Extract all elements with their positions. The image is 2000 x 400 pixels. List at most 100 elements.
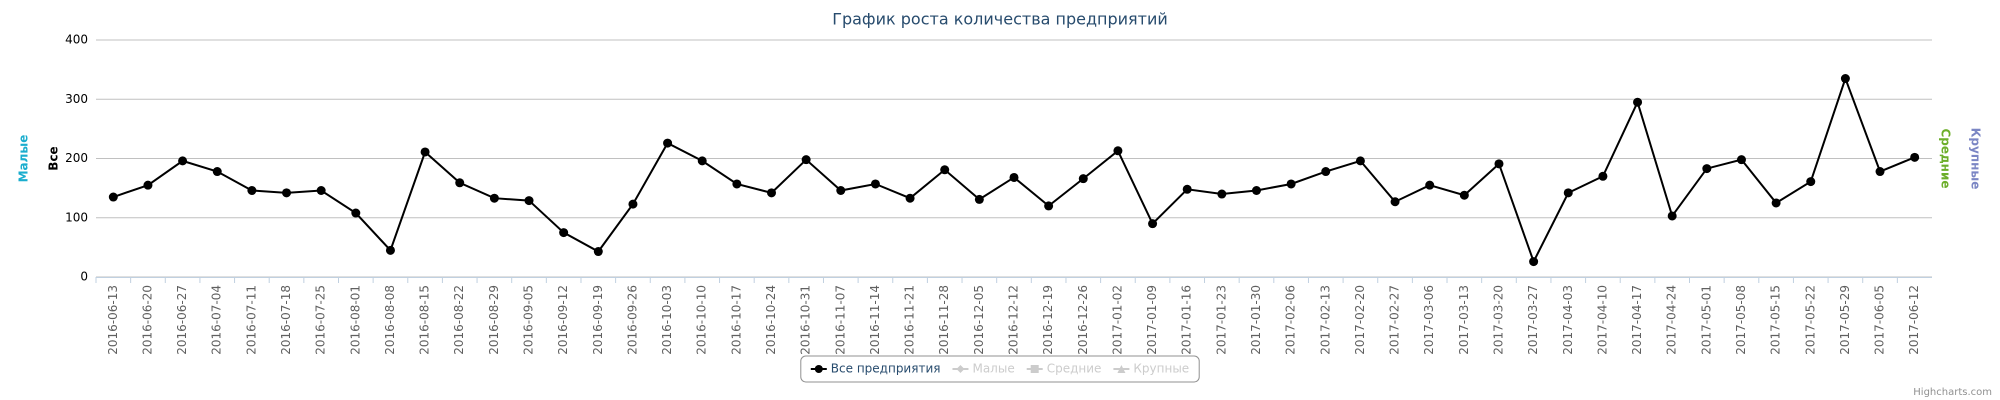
x-tick-label: 2016-08-08 [383, 285, 397, 355]
data-point [143, 180, 153, 190]
data-point [420, 147, 430, 157]
x-tick-label: 2017-02-20 [1353, 285, 1367, 355]
x-tick-label: 2016-10-31 [799, 285, 813, 355]
x-tick-label: 2016-09-12 [556, 285, 570, 355]
x-tick-label: 2017-05-15 [1769, 285, 1783, 355]
data-point [1390, 197, 1400, 207]
data-point [247, 185, 257, 195]
data-point [1598, 171, 1608, 181]
data-point [974, 194, 984, 204]
data-point [905, 193, 915, 203]
data-point [1563, 188, 1573, 198]
x-tick-label: 2016-07-25 [314, 285, 328, 355]
x-tick-label: 2016-11-14 [868, 285, 882, 355]
x-tick-label: 2016-08-01 [348, 285, 362, 355]
x-tick-label: 2016-06-27 [175, 285, 189, 355]
x-tick-label: 2016-10-17 [729, 285, 743, 355]
data-point [1044, 201, 1054, 211]
axis-title: Все [47, 146, 61, 170]
x-tick-label: 2016-12-19 [1041, 285, 1055, 355]
data-point [524, 196, 534, 206]
x-tick-label: 2017-06-05 [1873, 285, 1887, 355]
data-point [108, 192, 118, 202]
data-point [1633, 97, 1643, 107]
x-tick-label: 2017-01-02 [1110, 285, 1124, 355]
data-point [1321, 167, 1331, 177]
data-point [1113, 146, 1123, 156]
x-tick-label: 2016-08-29 [487, 285, 501, 355]
data-point [1529, 257, 1539, 267]
data-point [1078, 174, 1088, 184]
axis-title: Средние [1939, 128, 1953, 188]
x-tick-label: 2017-02-06 [1284, 285, 1298, 355]
y-tick-label: 400 [65, 33, 88, 47]
data-point [1459, 190, 1469, 200]
credits: Highcharts.com [1913, 387, 1992, 398]
y-tick-label: 200 [65, 151, 88, 165]
x-tick-label: 2016-09-19 [591, 285, 605, 355]
x-tick-label: 2017-02-27 [1388, 285, 1402, 355]
x-tick-label: 2017-04-17 [1630, 285, 1644, 355]
legend-label: Все предприятия [831, 362, 941, 376]
legend-item[interactable]: Малые [952, 362, 1015, 376]
legend-item[interactable]: Все предприятия [810, 362, 941, 376]
x-tick-label: 2017-06-12 [1907, 285, 1921, 355]
x-tick-label: 2016-07-18 [279, 285, 293, 355]
x-tick-label: 2016-09-05 [522, 285, 536, 355]
data-point [1667, 211, 1677, 221]
legend-symbol [1117, 365, 1126, 373]
data-point [1355, 156, 1365, 166]
data-point [1286, 179, 1296, 189]
y-tick-label: 0 [80, 270, 88, 284]
x-tick-label: 2016-10-24 [764, 285, 778, 355]
x-tick-label: 2016-12-12 [1007, 285, 1021, 355]
x-tick-label: 2016-11-28 [937, 285, 951, 355]
data-point [732, 179, 742, 189]
data-point [593, 247, 603, 257]
x-tick-label: 2017-04-03 [1561, 285, 1575, 355]
x-tick-label: 2016-08-22 [452, 285, 466, 355]
data-point [1875, 167, 1885, 177]
x-tick-label: 2016-09-26 [625, 285, 639, 355]
legend-item[interactable]: Средние [1026, 362, 1102, 376]
data-point [351, 208, 361, 218]
data-point [178, 156, 188, 166]
data-point [1771, 198, 1781, 208]
legend-symbol [1030, 365, 1039, 373]
data-point [1425, 180, 1435, 190]
x-tick-label: 2017-03-27 [1526, 285, 1540, 355]
data-point [455, 178, 465, 188]
data-point [282, 188, 292, 198]
legend-label: Крупные [1133, 362, 1189, 376]
x-tick-label: 2017-02-13 [1318, 285, 1332, 355]
data-point [316, 185, 326, 195]
data-point [559, 228, 569, 238]
axis-title: Крупные [1969, 128, 1983, 190]
x-tick-label: 2016-06-13 [106, 285, 120, 355]
data-point [767, 188, 777, 198]
data-point [1182, 184, 1192, 194]
data-point [212, 167, 222, 177]
legend-symbol [956, 365, 965, 373]
data-point [1806, 177, 1816, 187]
y-tick-label: 300 [65, 92, 88, 106]
x-tick-label: 2016-12-05 [972, 285, 986, 355]
x-tick-label: 2017-03-20 [1491, 285, 1505, 355]
x-tick-label: 2017-01-30 [1249, 285, 1263, 355]
data-point [1736, 155, 1746, 165]
x-tick-label: 2016-07-11 [244, 285, 258, 355]
x-tick-label: 2016-06-20 [140, 285, 154, 355]
series-line [112, 75, 1916, 265]
x-tick-label: 2016-07-04 [210, 285, 224, 355]
data-point [489, 193, 499, 203]
x-tick-label: 2016-10-10 [695, 285, 709, 355]
data-point [836, 185, 846, 195]
data-point [385, 245, 395, 255]
x-tick-label: 2016-08-15 [418, 285, 432, 355]
legend-item[interactable]: Крупные [1113, 362, 1189, 376]
x-tick-label: 2017-05-08 [1734, 285, 1748, 355]
legend-label: Средние [1047, 362, 1102, 376]
data-point [940, 165, 950, 175]
x-tick-label: 2017-01-09 [1145, 285, 1159, 355]
